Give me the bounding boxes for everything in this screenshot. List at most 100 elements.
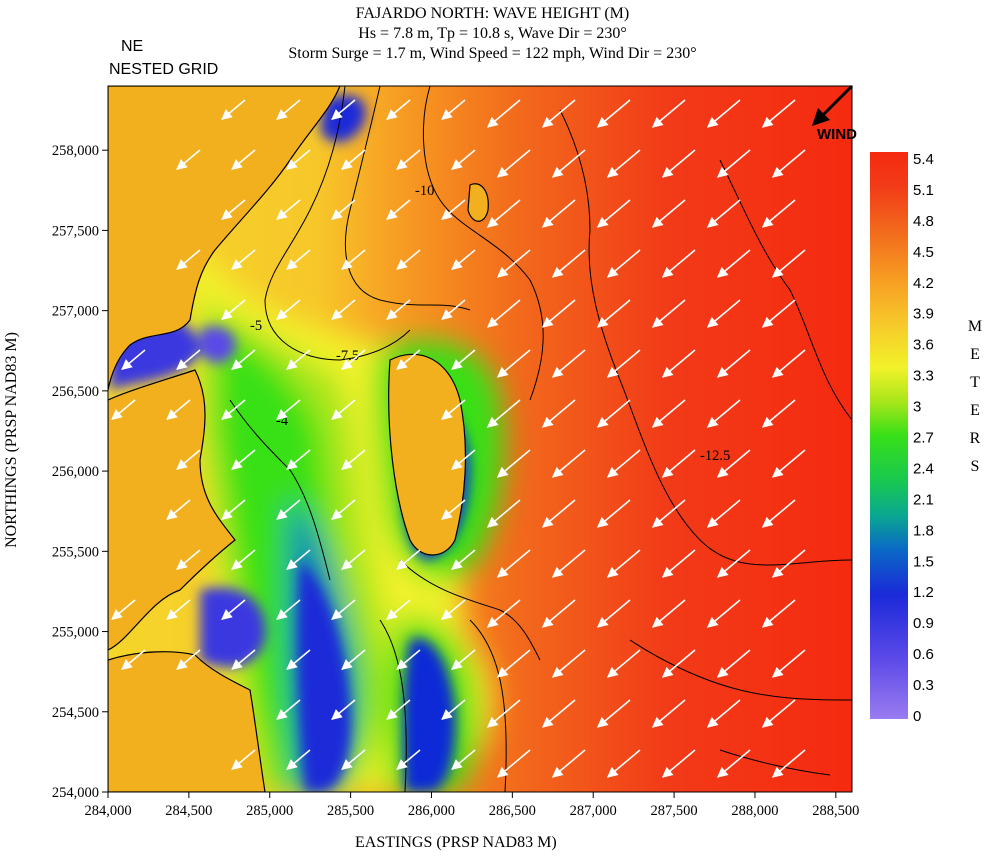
wave-arrow-head <box>771 766 784 778</box>
wave-arrow-head <box>166 509 178 521</box>
wave-arrow-head <box>276 509 288 521</box>
wave-arrow-head <box>771 566 784 578</box>
x-tick-label: 285,500 <box>327 803 374 819</box>
wave-arrow-head <box>286 459 298 471</box>
wave-arrow-head <box>486 216 499 228</box>
wave-arrow-head <box>121 359 133 371</box>
wave-arrow-head <box>761 316 774 328</box>
wave-arrow-head <box>661 766 674 778</box>
wave-arrow-head <box>386 609 398 621</box>
wave-arrow-head <box>221 509 233 521</box>
wave-arrow-head <box>596 216 609 228</box>
wave-arrow-head <box>551 666 564 678</box>
y-tick-label: 256,000 <box>52 464 99 480</box>
wave-arrow-head <box>441 409 453 421</box>
wave-arrow-head <box>111 409 123 421</box>
wave-arrow-head <box>761 116 774 128</box>
wave-arrow-head <box>396 159 408 171</box>
colorbar-title-letter: T <box>970 374 980 391</box>
wave-arrow-head <box>331 609 343 621</box>
wave-arrow-head <box>596 616 609 628</box>
colorbar-title-letter: E <box>970 402 980 419</box>
wave-arrow-head <box>486 516 499 528</box>
wave-arrow-head <box>661 566 674 578</box>
wave-arrow-head <box>541 316 554 328</box>
wind-arrow-icon <box>812 84 854 126</box>
wave-arrow-head <box>286 659 298 671</box>
grid-label-nested: NESTED GRID <box>109 61 219 78</box>
colorbar-tick-label: 4.2 <box>913 275 934 292</box>
wave-arrow-head <box>276 109 288 121</box>
wave-direction-arrows <box>111 99 806 778</box>
wave-arrow-head <box>331 109 343 121</box>
wave-arrow-head <box>761 416 774 428</box>
colorbar-labels: 0 0.3 0.6 0.9 1.2 1.5 1.8 2.1 2.4 2.7 3 3.3 3.6 3.9 4.… <box>913 151 934 725</box>
wave-arrow-head <box>496 566 509 578</box>
grid-label-ne: NE <box>121 38 144 55</box>
wave-arrow-head <box>716 366 729 378</box>
wave-arrow-head <box>341 759 353 771</box>
wave-arrow-head <box>221 209 233 221</box>
wave-arrow-head <box>396 259 408 271</box>
wave-arrow-head <box>606 166 619 178</box>
wave-arrow-head <box>176 659 188 671</box>
wave-arrow-head <box>771 266 784 278</box>
wave-arrow-head <box>176 259 188 271</box>
wave-arrow-head <box>771 366 784 378</box>
wave-arrow-head <box>606 266 619 278</box>
colorbar-title-letter: S <box>970 458 980 475</box>
wave-arrow-head <box>541 116 554 128</box>
wave-arrow-head <box>276 309 288 321</box>
y-axis: 254,000 254,500 255,000 255,500 256,000 256,5… <box>52 143 108 801</box>
wave-arrow-head <box>661 666 674 678</box>
wave-arrow-head <box>596 516 609 528</box>
wave-arrow-head <box>496 266 509 278</box>
wave-arrow-head <box>276 609 288 621</box>
wave-arrow-head <box>331 709 343 721</box>
wave-arrow-head <box>176 459 188 471</box>
wave-arrow-head <box>451 159 463 171</box>
colorbar-tick-label: 0 <box>913 708 921 725</box>
wave-arrow-head <box>596 116 609 128</box>
wave-arrow-head <box>176 559 188 571</box>
wave-arrow-head <box>706 416 719 428</box>
wave-arrow-head <box>121 659 133 671</box>
x-axis: 284,000 284,500 285,000 285,500 286,000 286,5… <box>84 792 859 819</box>
wave-arrow-head <box>761 216 774 228</box>
y-tick-label: 258,000 <box>52 143 99 159</box>
x-tick-label: 287,500 <box>651 803 698 819</box>
wave-arrow-head <box>706 316 719 328</box>
wave-arrow-head <box>341 659 353 671</box>
wave-arrow-head <box>551 266 564 278</box>
wave-arrow-head <box>221 109 233 121</box>
wave-arrow-head <box>441 209 453 221</box>
wave-arrow-head <box>286 359 298 371</box>
x-tick-label: 288,500 <box>812 803 859 819</box>
wave-arrow-head <box>606 466 619 478</box>
wave-arrow-head <box>716 766 729 778</box>
y-tick-label: 256,500 <box>52 384 99 400</box>
wave-arrow-head <box>551 466 564 478</box>
wave-arrow-head <box>176 359 188 371</box>
wave-arrow-head <box>451 259 463 271</box>
wave-arrow-head <box>166 409 178 421</box>
wave-arrow-head <box>716 166 729 178</box>
y-tick-label: 255,500 <box>52 544 99 560</box>
wave-arrow-head <box>231 559 243 571</box>
wave-arrow-head <box>706 516 719 528</box>
colorbar-tick-label: 2.4 <box>913 460 934 477</box>
colorbar-tick-label: 5.4 <box>913 151 934 168</box>
wave-arrow-head <box>286 759 298 771</box>
wave-arrow-head <box>486 616 499 628</box>
wave-arrow-head <box>661 166 674 178</box>
x-tick-label: 284,000 <box>84 803 131 819</box>
wave-arrow-head <box>176 159 188 171</box>
wave-arrow-head <box>286 259 298 271</box>
y-tick-label: 257,000 <box>52 304 99 320</box>
wave-arrow-head <box>716 666 729 678</box>
x-tick-label: 286,000 <box>408 803 455 819</box>
wave-arrow-head <box>331 209 343 221</box>
wave-arrow-head <box>651 316 664 328</box>
wave-arrow-head <box>441 709 453 721</box>
